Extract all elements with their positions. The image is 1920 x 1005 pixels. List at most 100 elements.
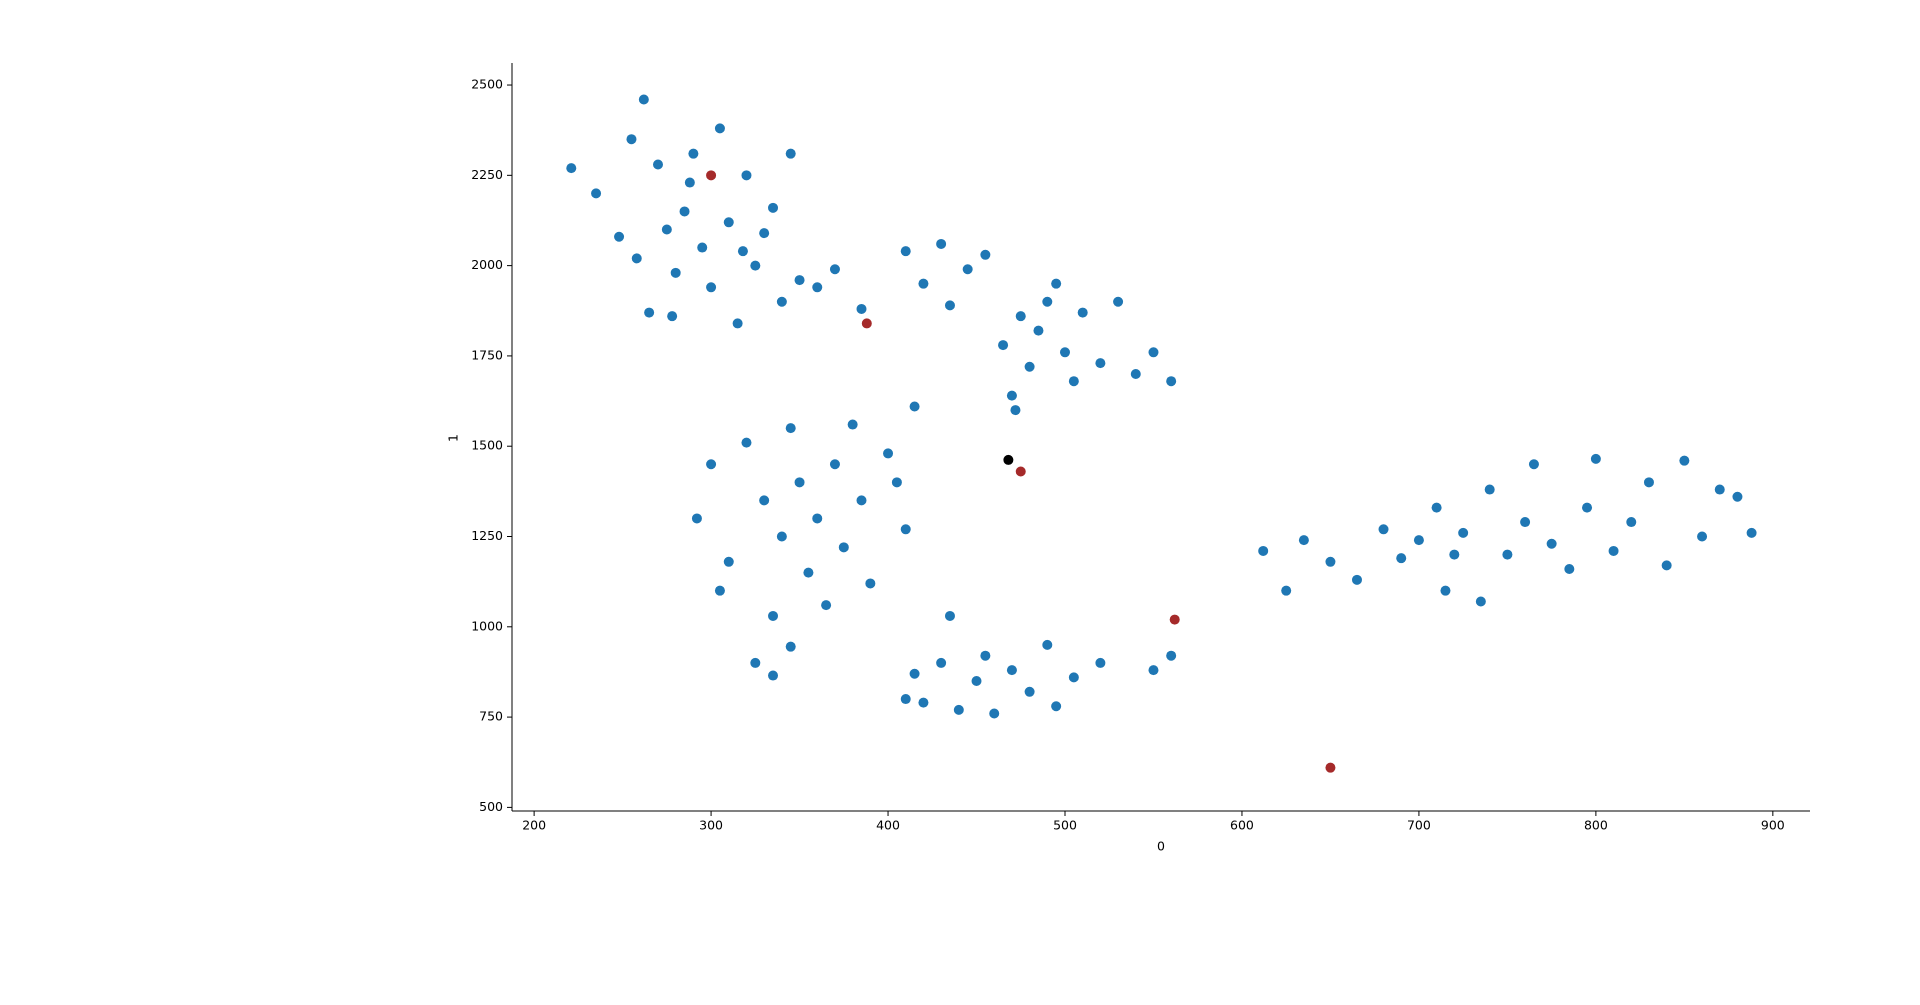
point: [1590, 453, 1601, 464]
point: [667, 311, 678, 322]
point: [1298, 535, 1309, 546]
point: [1626, 517, 1637, 528]
point: [1166, 376, 1177, 387]
point: [989, 708, 1000, 719]
point: [1732, 491, 1743, 502]
point: [1325, 556, 1336, 567]
point: [1697, 531, 1708, 542]
point: [1010, 405, 1021, 416]
point: [697, 242, 708, 253]
point: [1458, 527, 1469, 538]
x-tick-label: 300: [699, 818, 723, 833]
y-tick-label: 2250: [471, 167, 503, 182]
point: [670, 267, 681, 278]
point: [829, 459, 840, 470]
x-axis-label: 0: [1157, 839, 1165, 854]
point: [661, 224, 672, 235]
point: [1746, 527, 1757, 538]
point: [768, 610, 779, 621]
point: [631, 253, 642, 264]
point: [1042, 296, 1053, 307]
point: [1714, 484, 1725, 495]
point: [737, 246, 748, 257]
point: [1351, 574, 1362, 585]
point: [980, 249, 991, 260]
point: [644, 307, 655, 318]
point: [1484, 484, 1495, 495]
point: [856, 303, 867, 314]
point: [1095, 358, 1106, 369]
point: [1325, 762, 1336, 773]
point: [591, 188, 602, 199]
point: [1440, 585, 1451, 596]
point: [684, 177, 695, 188]
y-tick-label: 1000: [471, 618, 503, 633]
point: [768, 202, 779, 213]
point: [838, 542, 849, 553]
x-tick-label: 400: [876, 818, 900, 833]
point: [1520, 517, 1531, 528]
point: [918, 278, 929, 289]
point: [1042, 639, 1053, 650]
point: [1068, 672, 1079, 683]
point: [856, 495, 867, 506]
y-tick-label: 1250: [471, 528, 503, 543]
point: [803, 567, 814, 578]
point: [909, 401, 920, 412]
point: [1015, 466, 1026, 477]
x-tick-label: 500: [1053, 818, 1077, 833]
point: [1024, 361, 1035, 372]
point: [1006, 665, 1017, 676]
point: [1130, 368, 1141, 379]
point: [1051, 278, 1062, 289]
point: [768, 670, 779, 681]
point: [953, 704, 964, 715]
point: [1679, 455, 1690, 466]
x-tick-label: 600: [1230, 818, 1254, 833]
point: [679, 206, 690, 217]
point: [883, 448, 894, 459]
point: [900, 246, 911, 257]
point: [1281, 585, 1292, 596]
point: [614, 231, 625, 242]
point: [566, 163, 577, 174]
point: [732, 318, 743, 329]
point: [741, 437, 752, 448]
y-tick-label: 2500: [471, 77, 503, 92]
point: [706, 459, 717, 470]
point: [829, 264, 840, 275]
y-tick-label: 2000: [471, 257, 503, 272]
point: [1068, 376, 1079, 387]
point: [1582, 502, 1593, 513]
point: [794, 275, 805, 286]
point: [865, 578, 876, 589]
point: [691, 513, 702, 524]
point: [714, 585, 725, 596]
point: [1169, 614, 1180, 625]
point: [971, 675, 982, 686]
point: [998, 340, 1009, 351]
point: [1564, 564, 1575, 575]
point: [785, 641, 796, 652]
y-tick-label: 500: [479, 799, 503, 814]
point: [750, 260, 761, 271]
x-tick-label: 800: [1584, 818, 1608, 833]
point: [1661, 560, 1672, 571]
point: [723, 217, 734, 228]
point: [1449, 549, 1460, 560]
point: [1431, 502, 1442, 513]
point: [759, 495, 770, 506]
point: [1006, 390, 1017, 401]
point: [1003, 454, 1014, 465]
point: [706, 170, 717, 181]
point: [706, 282, 717, 293]
point: [1502, 549, 1513, 560]
point: [1148, 665, 1159, 676]
point: [1546, 538, 1557, 549]
point: [723, 556, 734, 567]
point: [638, 94, 649, 105]
point: [1059, 347, 1070, 358]
point: [861, 318, 872, 329]
point: [918, 697, 929, 708]
